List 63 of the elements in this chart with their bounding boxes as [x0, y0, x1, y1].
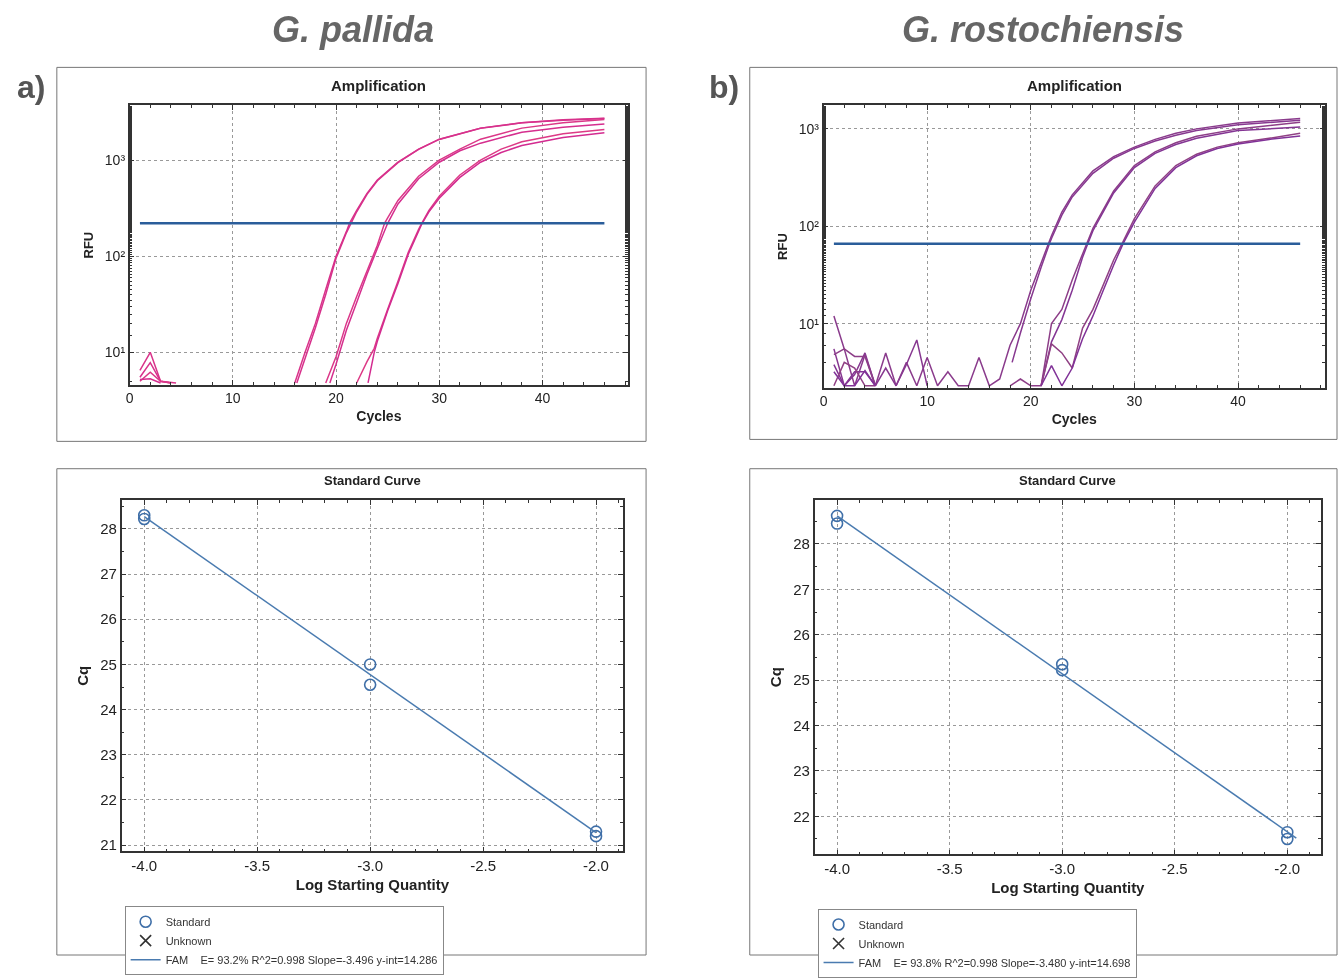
y-tick-label: 24	[793, 716, 810, 734]
y-tick-label: 26	[100, 610, 117, 628]
legend-label: FAM E= 93.2% R^2=0.998 Slope=-3.496 y-int=14.286	[165, 953, 438, 966]
y-tick-label: 10²	[104, 248, 126, 265]
y-tick-label: 25	[793, 671, 810, 689]
y-tick-label: 10¹	[104, 344, 126, 361]
x-tick-label: 20	[328, 390, 345, 407]
chart-title: Standard Curve	[1019, 473, 1116, 488]
y-tick-label: 28	[793, 535, 810, 553]
y-tick-label: 10³	[798, 120, 820, 137]
y-tick-label: 24	[100, 700, 117, 718]
x-tick-label: -2.0	[583, 857, 609, 875]
x-tick-label: 30	[1126, 393, 1143, 410]
x-tick-label: 10	[919, 393, 936, 410]
text: a)	[17, 69, 46, 105]
x-tick-label: 10	[225, 390, 241, 407]
x-tick-label: -2.5	[1161, 860, 1188, 878]
y-axis-title: Cq	[766, 667, 784, 688]
x-axis-title: Cycles	[356, 408, 402, 425]
x-tick-label: -2.5	[470, 857, 497, 875]
x-tick-label: 30	[431, 390, 448, 407]
y-tick-label: 22	[793, 807, 810, 825]
x-tick-label: -3.5	[244, 857, 271, 875]
chart-subtitle: G. pallida	[272, 9, 435, 50]
chart-title: Standard Curve	[324, 473, 421, 488]
legend-label: Standard	[858, 918, 904, 931]
y-tick-label: 28	[100, 520, 117, 538]
legend-label: Unknown	[858, 937, 905, 950]
x-tick-label: -3.0	[1049, 860, 1076, 878]
legend-label: Unknown	[165, 934, 212, 947]
y-axis-title: Cq	[73, 665, 91, 686]
chart-subtitle: G. rostochiensis	[902, 9, 1185, 50]
chart-title: Amplification	[331, 77, 427, 94]
y-tick-label: 27	[793, 580, 810, 598]
x-axis-title: Cycles	[1051, 411, 1098, 428]
x-axis-title: Log Starting Quantity	[295, 875, 450, 893]
chart-title: Amplification	[1027, 77, 1123, 94]
y-tick-label: 26	[793, 626, 810, 644]
x-tick-label: -4.0	[824, 860, 851, 878]
x-tick-label: 40	[1230, 393, 1246, 410]
x-axis-title: Log Starting Quantity	[991, 878, 1146, 896]
y-tick-label: 10³	[104, 151, 126, 168]
x-tick-label: 20	[1022, 393, 1039, 410]
y-tick-label: 21	[100, 836, 117, 854]
y-tick-label: 10¹	[798, 315, 820, 332]
y-tick-label: 22	[100, 791, 117, 809]
x-tick-label: -4.0	[131, 857, 158, 875]
text: b)	[709, 69, 740, 105]
x-tick-label: 0	[819, 393, 828, 410]
x-tick-label: 0	[125, 390, 134, 407]
legend-label: FAM E= 93.8% R^2=0.998 Slope=-3.480 y-int=14.698	[858, 956, 1131, 969]
legend-label: Standard	[165, 915, 211, 928]
x-tick-label: -3.0	[357, 857, 384, 875]
y-tick-label: 23	[100, 746, 117, 764]
y-tick-label: 10²	[798, 218, 820, 235]
y-tick-label: 27	[100, 565, 117, 583]
y-tick-label: 25	[100, 655, 117, 673]
y-axis-title: RFU	[775, 233, 791, 260]
x-tick-label: -2.0	[1274, 860, 1301, 878]
y-tick-label: 23	[793, 762, 810, 780]
y-axis-title: RFU	[81, 231, 97, 259]
x-tick-label: -3.5	[936, 860, 963, 878]
x-tick-label: 40	[534, 390, 551, 407]
